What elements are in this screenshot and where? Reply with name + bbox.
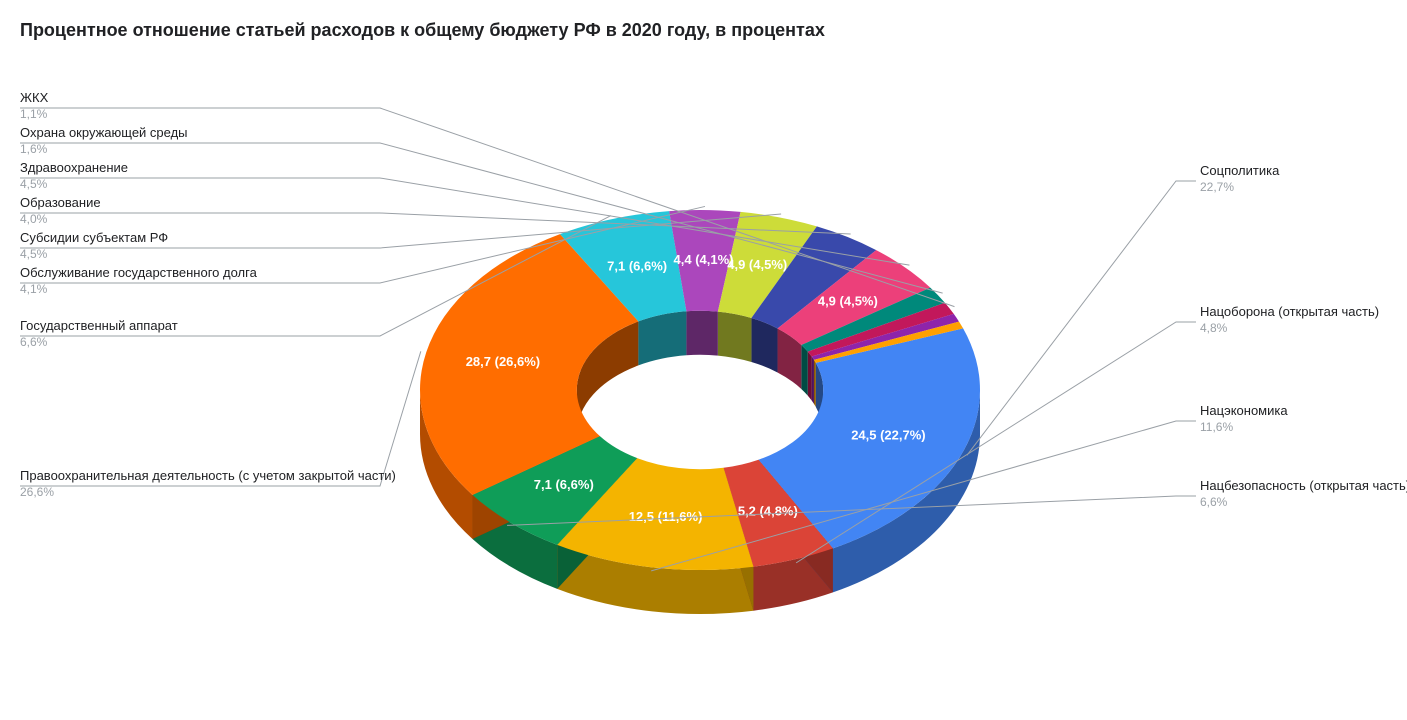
leader-line <box>20 351 421 486</box>
external-label: Государственный аппарат 6,6% <box>20 318 178 349</box>
slice-inner-wall <box>638 311 686 365</box>
chart-stage: Процентное отношение статьей расходов к … <box>0 0 1407 720</box>
svg-text:4,5%: 4,5% <box>20 177 48 191</box>
donut-chart-svg: 24,5 (22,7%)5,2 (4,8%)12,5 (11,6%)7,1 (6… <box>0 0 1407 720</box>
svg-text:Образование: Образование <box>20 195 101 210</box>
svg-text:Государственный аппарат: Государственный аппарат <box>20 318 178 333</box>
external-label: Нацбезопасность (открытая часть) 6,6% <box>1200 478 1407 509</box>
svg-text:Субсидии субъектам РФ: Субсидии субъектам РФ <box>20 230 168 245</box>
external-label: Правоохранительная деятельность (с учето… <box>20 468 396 499</box>
external-label: Субсидии субъектам РФ 4,5% <box>20 230 168 261</box>
svg-text:Нацоборона (открытая часть): Нацоборона (открытая часть) <box>1200 304 1379 319</box>
svg-text:11,6%: 11,6% <box>1200 420 1233 434</box>
svg-text:4,8%: 4,8% <box>1200 321 1228 335</box>
external-label: Образование 4,0% <box>20 195 101 226</box>
external-label: Охрана окружающей среды 1,6% <box>20 125 188 156</box>
svg-text:4,1%: 4,1% <box>20 282 48 296</box>
svg-text:4,5%: 4,5% <box>20 247 48 261</box>
leader-line <box>967 181 1196 455</box>
svg-text:6,6%: 6,6% <box>1200 495 1228 509</box>
svg-text:Нацэкономика: Нацэкономика <box>1200 403 1288 418</box>
external-label: Обслуживание государственного долга 4,1% <box>20 265 258 296</box>
slice-inner-wall <box>801 345 807 396</box>
svg-text:Нацбезопасность (открытая част: Нацбезопасность (открытая часть) <box>1200 478 1407 493</box>
svg-text:22,7%: 22,7% <box>1200 180 1234 194</box>
external-label: Соцполитика 22,7% <box>1200 163 1280 194</box>
slice-inner-wall <box>718 312 752 362</box>
svg-text:1,1%: 1,1% <box>20 107 48 121</box>
svg-text:ЖКХ: ЖКХ <box>20 90 49 105</box>
svg-text:1,6%: 1,6% <box>20 142 48 156</box>
svg-text:Обслуживание государственного: Обслуживание государственного долга <box>20 265 258 280</box>
svg-text:6,6%: 6,6% <box>20 335 48 349</box>
external-label: Здравоохранение 4,5% <box>20 160 128 191</box>
svg-text:26,6%: 26,6% <box>20 485 54 499</box>
slice-inner-wall <box>686 311 717 356</box>
svg-text:4,0%: 4,0% <box>20 212 48 226</box>
external-label: Нацэкономика 11,6% <box>1200 403 1288 434</box>
external-label: ЖКХ 1,1% <box>20 90 49 121</box>
external-label: Нацоборона (открытая часть) 4,8% <box>1200 304 1379 335</box>
svg-text:Охрана окружающей среды: Охрана окружающей среды <box>20 125 188 140</box>
slice-inner-wall <box>812 357 814 404</box>
slice-inner-wall <box>814 360 816 407</box>
svg-text:Здравоохранение: Здравоохранение <box>20 160 128 175</box>
svg-text:Правоохранительная деятельност: Правоохранительная деятельность (с учето… <box>20 468 396 483</box>
svg-text:Соцполитика: Соцполитика <box>1200 163 1280 178</box>
slice-inner-wall <box>808 352 812 401</box>
